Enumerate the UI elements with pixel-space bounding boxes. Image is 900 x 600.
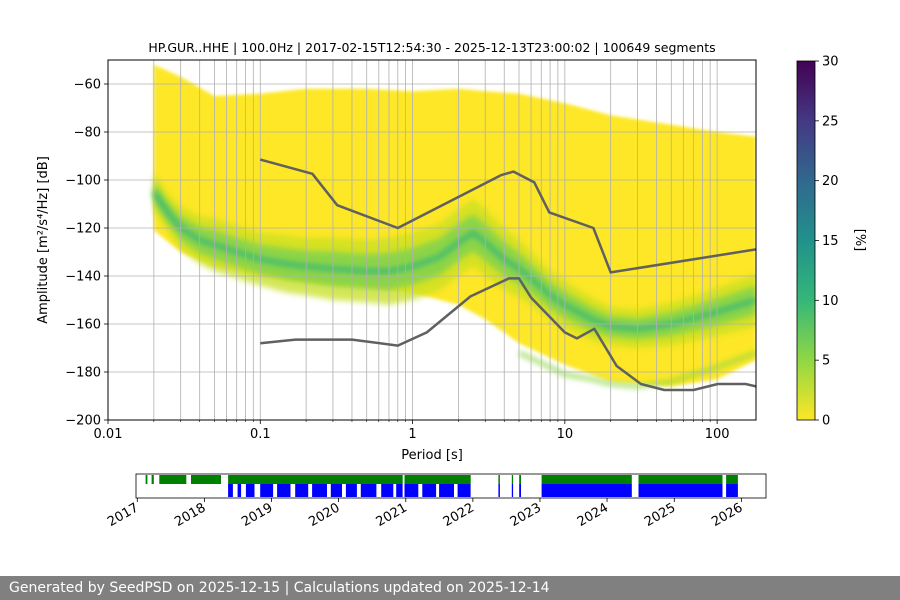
timeline-segment-bottom: [381, 484, 394, 497]
timeline-segment-top: [541, 475, 632, 484]
colorbar-tick-label: 25: [822, 114, 839, 129]
timeline-year-label: 2025: [642, 500, 678, 530]
colorbar-tick-label: 15: [822, 234, 839, 249]
x-tick-label: 0.01: [94, 427, 123, 442]
timeline-axis: 2017 2018 2019 2020 2021 2022 2023 2024 2025 2026: [105, 498, 745, 530]
timeline-segment-top: [151, 475, 154, 484]
footer-bar: Generated by SeedPSD on 2025-12-15 | Cal…: [0, 576, 900, 600]
x-tick-label: 1: [408, 427, 416, 442]
timeline-year-label: 2018: [172, 500, 208, 530]
reference-line-upper: [259, 158, 756, 274]
x-axis-label: Period [s]: [401, 448, 463, 463]
psd-mode-ridge: [151, 190, 756, 332]
timeline-segment-bottom: [422, 484, 437, 497]
timeline-segment-bottom: [245, 484, 255, 497]
timeline-segment-bottom: [330, 484, 342, 497]
timeline-year-label: 2020: [306, 500, 342, 530]
timeline-segment-bottom: [396, 484, 403, 497]
axes: 0.01 0.1 1 10 100 −200 −180 −160 −140 −120 −100 −80…: [65, 78, 729, 443]
timeline-bars: [145, 475, 738, 497]
timeline-year-label: 2017: [105, 500, 141, 530]
y-tick-label: −140: [65, 270, 101, 285]
timeline-segment-top: [498, 475, 500, 484]
y-tick-label: −60: [74, 78, 101, 93]
timeline-year-label: 2022: [441, 500, 477, 530]
heatmap: [151, 64, 756, 389]
timeline-segment-bottom: [511, 484, 514, 497]
timeline-segment-bottom: [541, 484, 632, 497]
timeline-year-label: 2019: [239, 500, 275, 530]
timeline-segment-top: [638, 475, 723, 484]
timeline-segment-bottom: [457, 484, 471, 497]
timeline-segment-bottom: [228, 484, 233, 497]
colorbar-label: [%]: [852, 229, 867, 252]
y-tick-label: −80: [74, 126, 101, 141]
colorbar-tick-label: 0: [822, 414, 830, 429]
timeline-segment-top: [228, 475, 403, 484]
x-tick-label: 0.1: [250, 427, 271, 442]
timeline-segment-top: [511, 475, 514, 484]
timeline-year-label: 2024: [575, 500, 611, 530]
colorbar-tick-label: 10: [822, 294, 839, 309]
chart-title: HP.GUR..HHE | 100.0Hz | 2017-02-15T12:54…: [148, 40, 715, 55]
colorbar-tick-label: 30: [822, 55, 839, 70]
timeline-segment-bottom: [519, 484, 521, 497]
timeline-segment-bottom: [498, 484, 500, 497]
timeline-segment-bottom: [277, 484, 291, 497]
y-axis-label: Amplitude [m²/s⁴/Hz] [dB]: [36, 156, 51, 324]
colorbar-tick-label: 5: [822, 354, 830, 369]
timeline-segment-top: [519, 475, 521, 484]
timeline-segment-top: [145, 475, 148, 484]
y-tick-label: −160: [65, 318, 101, 333]
y-tick-label: −200: [65, 414, 101, 429]
psd-band-middle: [153, 181, 756, 340]
colorbar-tick-label: 20: [822, 174, 839, 189]
reference-lines: [259, 158, 756, 392]
timeline-segment-bottom: [260, 484, 274, 497]
timeline-year-label: 2021: [374, 500, 410, 530]
reference-line-lower: [260, 277, 756, 392]
timeline-segment-bottom: [345, 484, 357, 497]
timeline-segment-top: [404, 475, 471, 484]
timeline-segment-bottom: [295, 484, 309, 497]
colorbar: [796, 60, 816, 421]
timeline-segment-top: [159, 475, 187, 484]
timeline-segment-bottom: [439, 484, 454, 497]
timeline-segment-bottom: [237, 484, 242, 497]
colorbar-ticks: 0 5 10 15 20 25 30: [815, 55, 839, 429]
timeline-segment-top: [726, 475, 738, 484]
psd-figure: 0.01 0.1 1 10 100−200−180−160−140−120−100−80…: [36, 40, 867, 530]
x-tick-label: 10: [557, 427, 574, 442]
timeline-segment-bottom: [404, 484, 419, 497]
plot-frame: [107, 59, 757, 421]
timeline-segment-bottom: [638, 484, 723, 497]
timeline-segment-bottom: [312, 484, 327, 497]
y-tick-label: −100: [65, 174, 101, 189]
footer-text: Generated by SeedPSD on 2025-12-15 | Cal…: [9, 580, 550, 596]
x-tick-label: 100: [705, 427, 730, 442]
timeline-segment-bottom: [726, 484, 738, 497]
y-tick-label: −180: [65, 366, 101, 381]
timeline-segment-bottom: [360, 484, 377, 497]
timeline-segment-top: [191, 475, 221, 484]
y-tick-label: −120: [65, 222, 101, 237]
timeline-year-label: 2026: [709, 500, 745, 530]
timeline-year-label: 2023: [508, 500, 544, 530]
grid: [108, 60, 756, 420]
